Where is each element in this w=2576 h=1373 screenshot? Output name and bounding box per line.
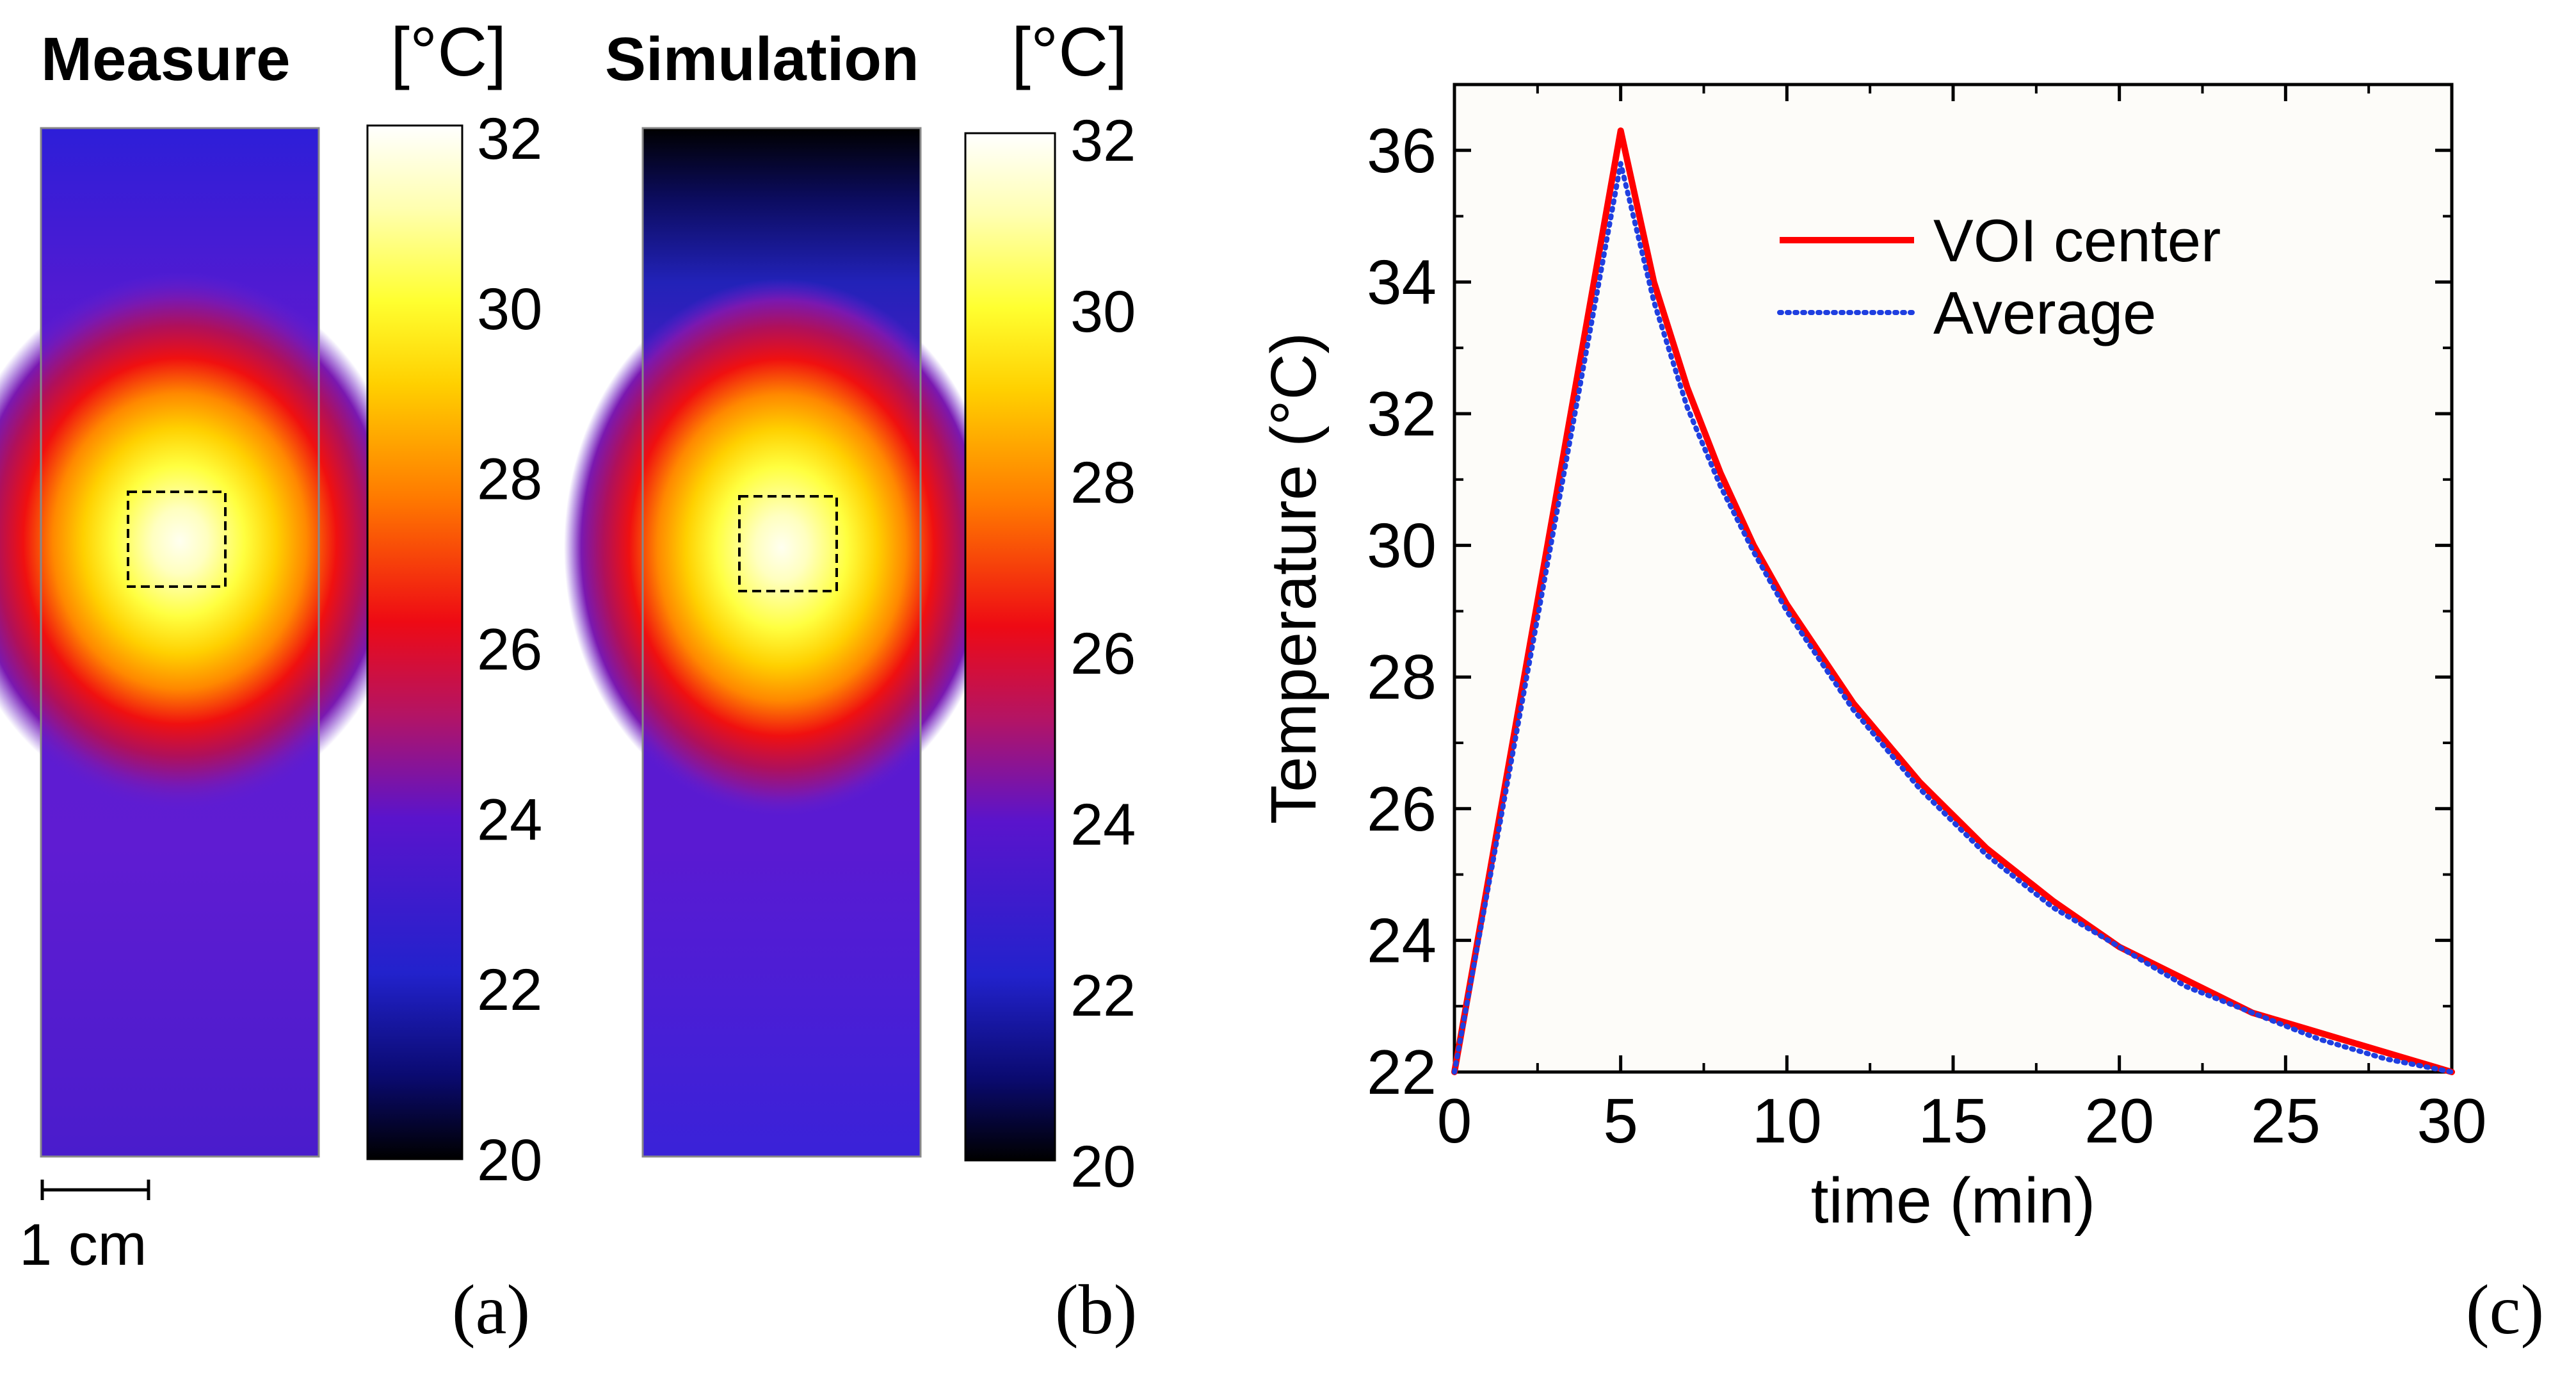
scale-bar-label: 1 cm xyxy=(19,1212,147,1278)
colorbar-tick-label: 32 xyxy=(1070,108,1136,174)
colorbar-tick-label: 26 xyxy=(477,617,542,683)
heatmap-measure xyxy=(0,127,410,1158)
y-tick-label: 28 xyxy=(1367,642,1437,712)
panel-a-label: (a) xyxy=(452,1271,530,1349)
x-tick-label: 15 xyxy=(1918,1085,1988,1156)
colorbar-tick-label: 30 xyxy=(1070,279,1136,345)
y-axis-label: Temperature (°C) xyxy=(1258,332,1330,824)
x-tick-label: 20 xyxy=(2084,1085,2154,1156)
colorbar-tick-label: 26 xyxy=(1070,621,1136,686)
x-tick-label: 5 xyxy=(1603,1085,1638,1156)
colorbar-tick-label: 24 xyxy=(1070,792,1136,857)
line-chart: 0 5 10 15 20 25 30 22 24 26 28 30 32 34 36 time (min) Te… xyxy=(1258,83,2487,1237)
x-tick-label: 25 xyxy=(2251,1085,2321,1156)
x-tick-label: 10 xyxy=(1752,1085,1822,1156)
series-line-average xyxy=(1452,161,2454,1075)
colorbar-tick-label: 28 xyxy=(1070,450,1136,516)
colorbar-tick-label: 22 xyxy=(477,957,542,1023)
legend-label: Average xyxy=(1933,279,2156,346)
colorbar-measure: 32 30 28 26 24 22 20 xyxy=(366,106,542,1193)
heatmap-simulation-frame xyxy=(641,127,922,1158)
colorbar-tick-label: 24 xyxy=(477,787,542,852)
colorbar-tick-label: 28 xyxy=(477,447,542,512)
y-tick-label: 24 xyxy=(1367,905,1437,975)
panel-c: 0 5 10 15 20 25 30 22 24 26 28 30 32 34 36 time (min) Te… xyxy=(1258,83,2544,1349)
colorbar-tick-label: 20 xyxy=(1070,1134,1136,1199)
colorbar-tick-label: 32 xyxy=(477,106,542,172)
y-tick-label: 22 xyxy=(1367,1037,1437,1107)
colorbar-tick-label: 30 xyxy=(477,277,542,342)
y-tick-label: 34 xyxy=(1367,247,1437,317)
x-axis-label: time (min) xyxy=(1811,1165,2095,1237)
colorbar-tick-label: 20 xyxy=(477,1128,542,1193)
colorbar-tick-label: 22 xyxy=(1070,963,1136,1028)
heatmap-measure-frame xyxy=(40,127,320,1158)
panel-a-title: Measure xyxy=(41,25,291,93)
voi-box-measure xyxy=(127,491,227,588)
y-tick-label: 30 xyxy=(1367,510,1437,581)
y-tick-label: 36 xyxy=(1367,115,1437,186)
panel-b: Simulation [°C] 32 30 28 26 24 22 20 (b) xyxy=(564,13,1137,1349)
panel-a: Measure [°C] 32 30 28 26 24 22 20 1 cm (a) xyxy=(0,13,542,1349)
panel-b-title: Simulation xyxy=(605,25,919,93)
panel-c-label: (c) xyxy=(2466,1271,2544,1349)
legend-label: VOI center xyxy=(1933,207,2221,274)
panel-a-unit: [°C] xyxy=(390,13,506,90)
voi-box-simulation xyxy=(738,495,838,592)
plot-background xyxy=(1454,85,2452,1072)
heatmap-simulation xyxy=(564,127,999,1158)
x-tick-label: 0 xyxy=(1437,1085,1472,1156)
y-tick-label: 26 xyxy=(1367,774,1437,844)
colorbar-simulation: 32 30 28 26 24 22 20 xyxy=(964,108,1136,1199)
panel-b-label: (b) xyxy=(1055,1271,1137,1349)
x-tick-label: 30 xyxy=(2417,1085,2486,1156)
panel-b-unit: [°C] xyxy=(1011,13,1127,90)
scale-bar: 1 cm xyxy=(19,1180,150,1278)
y-tick-label: 32 xyxy=(1367,378,1437,449)
